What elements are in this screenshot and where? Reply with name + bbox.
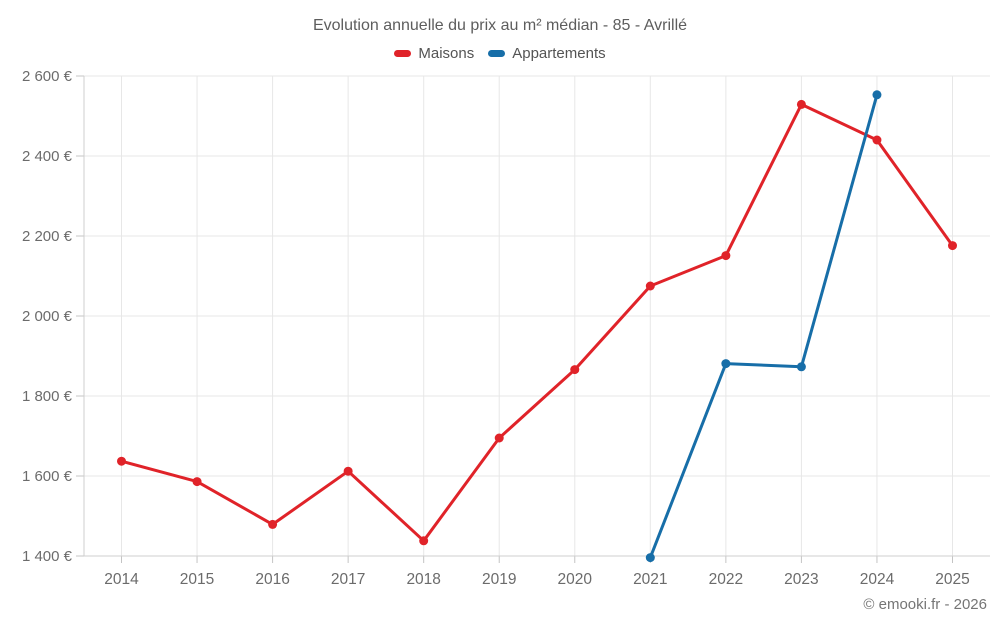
chart-title: Evolution annuelle du prix au m² médian … (312, 17, 688, 34)
maisons-data-point[interactable] (343, 466, 353, 476)
y-tick-label: 2 600 € (22, 68, 73, 85)
maisons-data-point[interactable] (872, 135, 882, 145)
maisons-line (120, 102, 954, 543)
maisons-data-point[interactable] (419, 536, 429, 546)
copyright-footer: © emooki.fr - 2026 (863, 596, 987, 613)
x-tick-label: 2014 (104, 571, 139, 588)
maisons-data-point[interactable] (192, 477, 202, 487)
legend-label-appartements: Appartements (512, 45, 606, 62)
y-tick-label: 2 000 € (22, 308, 73, 325)
y-tick-label: 2 200 € (22, 228, 73, 245)
y-tick-label: 1 400 € (22, 548, 73, 565)
x-tick-label: 2016 (255, 571, 289, 588)
x-tick-label: 2024 (860, 571, 895, 588)
x-tick-label: 2025 (935, 571, 969, 588)
maisons-data-point[interactable] (645, 281, 655, 291)
x-tick-label: 2019 (482, 571, 516, 588)
appartements-line (648, 93, 879, 560)
maisons-data-point[interactable] (494, 433, 504, 443)
appartements-color-swatch (488, 50, 506, 57)
y-tick-label: 2 400 € (22, 148, 73, 165)
x-tick-label: 2021 (633, 571, 667, 588)
appartements-data-point[interactable] (872, 90, 882, 100)
x-tick-label: 2017 (331, 571, 365, 588)
legend-label-maisons: Maisons (418, 45, 475, 62)
maisons-data-point[interactable] (721, 251, 731, 261)
appartements-data-point[interactable] (645, 553, 655, 563)
y-tick-label: 1 800 € (22, 388, 73, 405)
x-tick-label: 2015 (180, 571, 214, 588)
x-tick-label: 2022 (709, 571, 743, 588)
x-tick-label: 2020 (558, 571, 593, 588)
maisons-data-point[interactable] (570, 365, 580, 375)
maisons-data-point[interactable] (948, 241, 957, 251)
y-tick-label: 1 600 € (22, 468, 73, 485)
chart-legend: Maisons Appartements (0, 45, 1000, 62)
legend-item-maisons[interactable]: Maisons (394, 45, 474, 62)
maisons-data-point[interactable] (268, 519, 278, 529)
legend-item-appartements[interactable]: Appartements (488, 45, 606, 62)
appartements-data-point[interactable] (796, 362, 806, 372)
x-tick-label: 2018 (406, 571, 440, 588)
maisons-data-point[interactable] (796, 99, 806, 109)
maisons-data-point[interactable] (117, 456, 126, 466)
x-tick-label: 2023 (784, 571, 818, 588)
maisons-color-swatch (394, 50, 412, 57)
appartements-data-point[interactable] (721, 359, 731, 369)
